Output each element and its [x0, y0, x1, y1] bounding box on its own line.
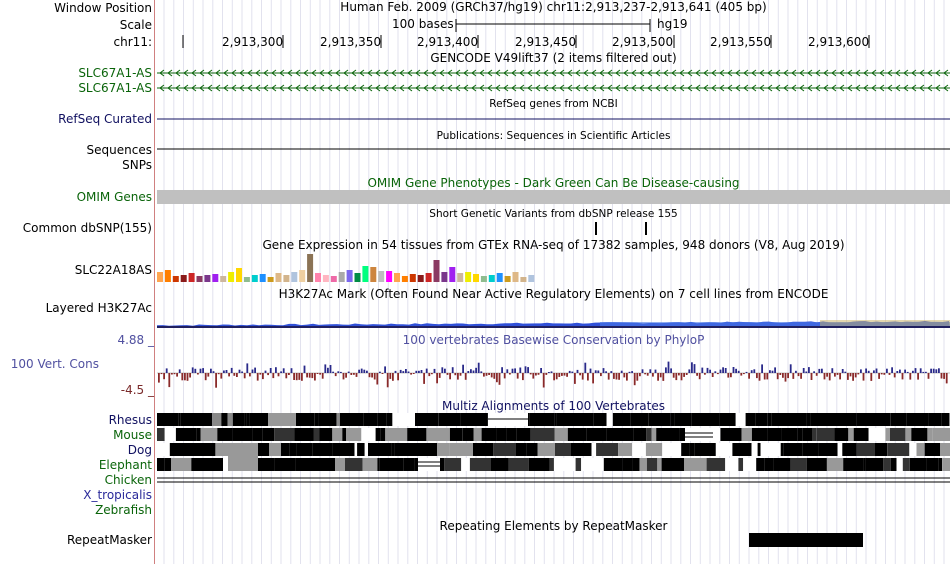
tick-label-3: 2,913,400	[417, 35, 479, 49]
gencode-transcript-1[interactable]	[157, 69, 950, 77]
omim-track-title[interactable]: OMIM Gene Phenotypes - Dark Green Can Be…	[367, 176, 740, 190]
tick-label-7: 2,913,600	[808, 35, 870, 49]
tick-label-5: 2,913,500	[612, 35, 674, 49]
refseq-track-title[interactable]: RefSeq genes from NCBI	[489, 98, 618, 110]
h3k27ac-signal[interactable]	[157, 320, 950, 328]
gencode-transcript-2[interactable]	[157, 84, 950, 92]
gencode-track-title[interactable]: GENCODE V49lift37 (2 items filtered out)	[430, 51, 677, 65]
h3k27ac-track-title[interactable]: H3K27Ac Mark (Often Found Near Active Re…	[278, 287, 829, 301]
label-divider	[154, 0, 155, 564]
omim-track-label[interactable]: OMIM Genes	[76, 190, 152, 204]
multiz-species-zebrafish[interactable]: Zebrafish	[95, 503, 152, 517]
tick-label-6: 2,913,550	[710, 35, 772, 49]
publications-track-label[interactable]: Sequences	[86, 143, 152, 157]
window-position-label: Window Position	[54, 1, 152, 15]
multiz-species-dog[interactable]: Dog	[127, 443, 152, 457]
refseq-track-label[interactable]: RefSeq Curated	[58, 112, 152, 126]
multiz-species-xtropicalis[interactable]: X_tropicalis	[83, 488, 152, 502]
repeatmasker-track-label[interactable]: RepeatMasker	[66, 533, 152, 547]
tick-label-2: 2,913,350	[320, 35, 382, 49]
multiz-species-elephant[interactable]: Elephant	[98, 458, 152, 472]
multiz-track-title[interactable]: Multiz Alignments of 100 Vertebrates	[441, 399, 666, 413]
multiz-species-chicken[interactable]: Chicken	[104, 473, 152, 487]
scale-text: 100 bases	[392, 17, 454, 31]
omim-gene-bar[interactable]	[157, 190, 950, 204]
gtex-expression-bars[interactable]	[157, 254, 535, 282]
dbsnp-track-title[interactable]: Short Genetic Variants from dbSNP releas…	[429, 208, 678, 220]
tick-label-4: 2,913,450	[515, 35, 577, 49]
multiz-alignment-blocks[interactable]	[157, 413, 950, 483]
conservation-max-label: 4.88 _	[117, 333, 154, 347]
snps-label[interactable]: SNPs	[122, 158, 152, 172]
gencode-item-label-1[interactable]: SLC67A1-AS	[78, 66, 152, 80]
scale-label: Scale	[119, 18, 152, 32]
phylop-conservation-bars[interactable]	[158, 361, 948, 388]
conservation-min-label: -4.5 _	[120, 383, 154, 397]
tick-label-1: 2,913,300	[222, 35, 284, 49]
gtex-track-label[interactable]: SLC22A18AS	[74, 263, 152, 277]
repeatmasker-element[interactable]	[749, 533, 863, 547]
conservation-track-title[interactable]: 100 vertebrates Basewise Conservation by…	[402, 333, 705, 347]
gtex-track-title[interactable]: Gene Expression in 54 tissues from GTEx …	[262, 238, 845, 252]
gencode-item-label-2[interactable]: SLC67A1-AS	[78, 81, 152, 95]
base-position-ruler	[182, 35, 870, 48]
multiz-species-rhesus[interactable]: Rhesus	[108, 413, 152, 427]
scale-bar	[455, 19, 651, 32]
publications-track-title[interactable]: Publications: Sequences in Scientific Ar…	[436, 130, 671, 142]
multiz-species-mouse[interactable]: Mouse	[113, 428, 152, 442]
dbsnp-variants[interactable]	[595, 222, 647, 235]
conservation-track-label[interactable]: 100 Vert. Cons	[10, 357, 99, 371]
window-position-value: Human Feb. 2009 (GRCh37/hg19) chr11:2,91…	[340, 0, 767, 14]
h3k27ac-track-label[interactable]: Layered H3K27Ac	[45, 301, 152, 315]
scale-assembly: hg19	[657, 17, 688, 31]
repeatmasker-track-title[interactable]: Repeating Elements by RepeatMasker	[439, 519, 668, 533]
dbsnp-track-label[interactable]: Common dbSNP(155)	[22, 221, 152, 235]
chrom-label: chr11:	[113, 35, 152, 49]
